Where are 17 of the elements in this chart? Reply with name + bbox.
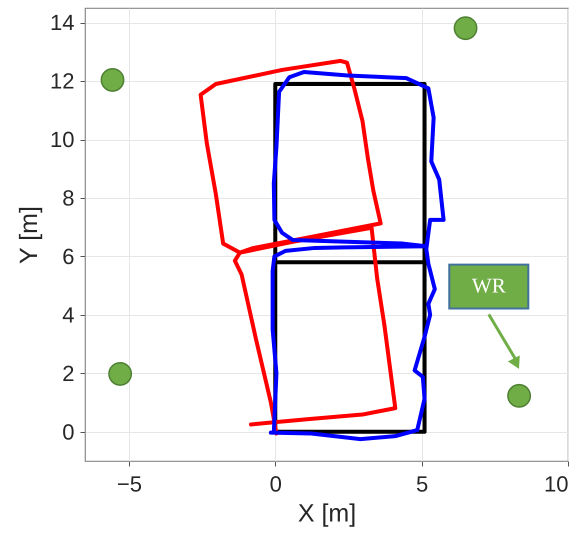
line-series — [198, 58, 398, 436]
y-tick-label: 4 — [62, 302, 74, 328]
y-tick-label: 14 — [50, 10, 74, 36]
annotation: WR — [472, 274, 506, 298]
y-tick-label: 2 — [62, 360, 74, 386]
x-tick-label: −5 — [116, 472, 142, 496]
y-tick-label: 0 — [62, 419, 74, 444]
x-tick-label: 0 — [270, 472, 282, 496]
x-axis-title: X [m] — [298, 500, 356, 528]
y-tick-label: 6 — [62, 244, 74, 269]
y-tick-label: 8 — [62, 185, 74, 210]
y-tick-label: 10 — [50, 127, 74, 152]
y-tick-label: 12 — [50, 68, 74, 94]
y-axis-title: Y [m] — [15, 206, 44, 264]
x-tick-label: 10 — [544, 472, 568, 496]
line-series — [268, 70, 446, 442]
x-tick-label: 5 — [416, 472, 428, 496]
